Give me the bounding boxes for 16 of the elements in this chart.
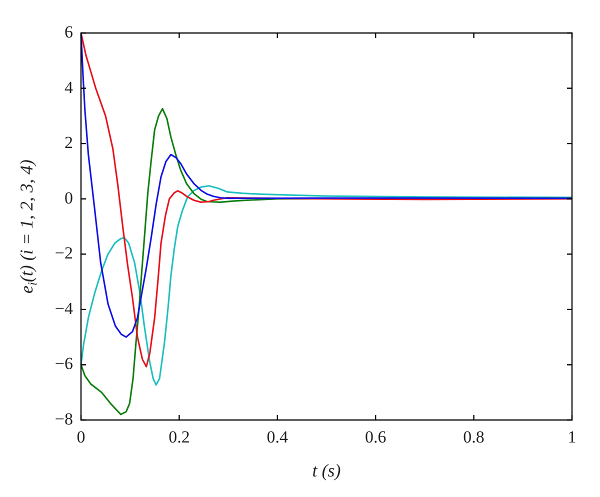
y-tick-label: 0 [64,188,73,208]
x-tick-label: 0 [76,428,86,447]
x-tick-label: 0.6 [364,428,386,447]
y-tick-label: 2 [64,133,73,152]
y-tick-label: −8 [54,409,73,428]
y-tick-label: −4 [54,298,74,318]
y-tick-label: −6 [54,354,73,374]
x-tick-label: 0.4 [266,428,289,447]
y-tick-label: 6 [64,22,73,42]
y-tick-label: −2 [54,244,73,263]
x-tick-label: 0.2 [168,428,190,447]
y-axis-title: ei(t) (i = 1, 2, 3, 4) [16,159,40,294]
y-tick-label: 4 [64,78,74,97]
x-tick-label: 0.8 [463,428,484,447]
x-tick-label: 1 [568,428,576,447]
x-axis-title: t (s) [312,460,341,481]
